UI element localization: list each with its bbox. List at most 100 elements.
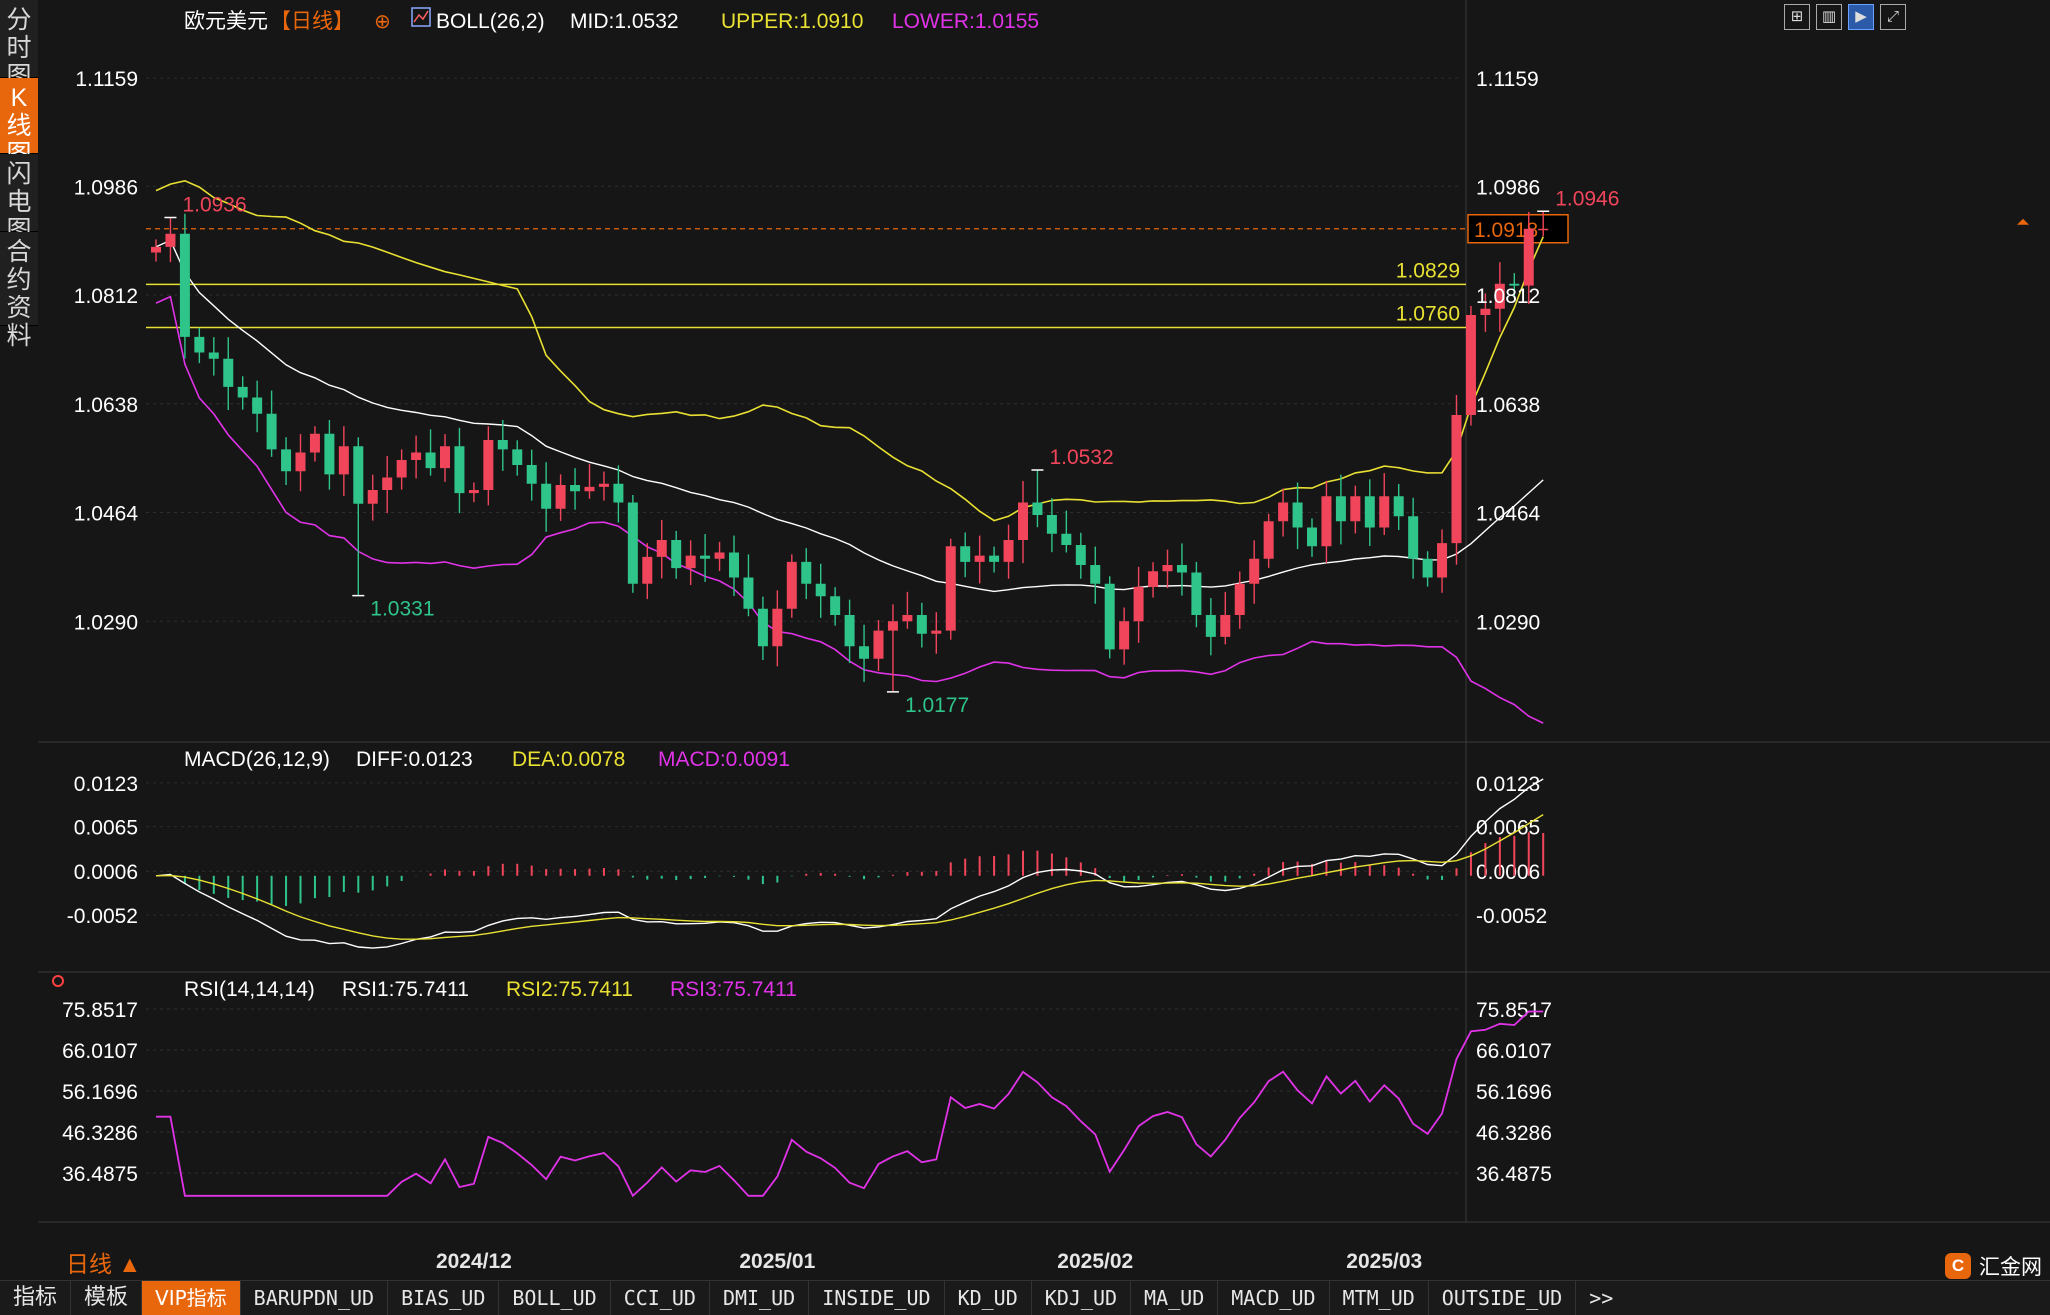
candle-body [295, 452, 306, 472]
price-ytick-right: 1.0986 [1476, 176, 1540, 199]
rsi-settings-icon[interactable] [52, 975, 64, 987]
bottom-tab-kd-ud[interactable]: KD_UD [945, 1281, 1032, 1315]
candle-body [324, 433, 335, 475]
side-tab-char: 时 [6, 34, 32, 62]
candle-body [729, 552, 739, 578]
macd-ytick-left: 0.0065 [74, 817, 138, 840]
side-tab-char: 约 [6, 266, 32, 294]
bottom-tab-boll-ud[interactable]: BOLL_UD [499, 1281, 611, 1315]
rsi-ytick-left: 66.0107 [62, 1040, 138, 1063]
candle-body [382, 477, 393, 490]
boll-upper-line [155, 179, 1544, 522]
candle-body [844, 615, 855, 647]
price-ytick-left: 1.0638 [74, 394, 138, 417]
period-label: 【日线】 [270, 10, 354, 33]
candle-body [1018, 502, 1028, 540]
rsi-ytick-left: 36.4875 [62, 1163, 138, 1186]
candle-body [902, 615, 913, 622]
bottom-tab-[interactable]: >> [1589, 1286, 1614, 1310]
candle-body [1451, 415, 1462, 544]
price-ytick-right: 1.0464 [1476, 503, 1541, 526]
candle-body [700, 555, 711, 559]
candle-body [685, 555, 696, 569]
candle-body [1437, 543, 1448, 578]
bars-icon[interactable]: ▥ [1816, 4, 1842, 30]
candle-body [598, 483, 609, 487]
bottom-tab-vip[interactable]: VIP指标 [142, 1281, 241, 1315]
expand-icon[interactable]: ⤢ [1880, 4, 1906, 30]
candle-body [887, 621, 898, 631]
rsi-line [156, 1010, 1544, 1198]
candle-body [526, 465, 537, 484]
bottom-tab-[interactable]: 模板 [71, 1281, 143, 1315]
macd-value: MACD:0.0091 [658, 748, 790, 771]
rsi3: RSI3:75.7411 [670, 978, 797, 1001]
candle-body [1061, 533, 1072, 545]
candle-body [859, 646, 870, 659]
period-selector[interactable]: 日线 ▲ [66, 1251, 141, 1277]
candle-body [1480, 308, 1491, 315]
candle-body [497, 440, 508, 450]
price-ytick-left: 1.1159 [75, 68, 138, 91]
candle-body [801, 561, 812, 584]
candle-body [411, 452, 422, 460]
chart-tool-icons: ⊞ ▥ ▶ ⤢ [1784, 4, 1906, 30]
active-chart-icon[interactable]: ▶ [1848, 4, 1874, 30]
bottom-tab-macd-ud[interactable]: MACD_UD [1218, 1281, 1330, 1315]
candle-body [1538, 228, 1549, 231]
side-tab-1[interactable]: K线图 [0, 78, 38, 168]
candle-body [743, 577, 754, 609]
symbol-name: 欧元美元 [184, 10, 268, 33]
candle-body [786, 561, 797, 609]
bottom-tab-inside-ud[interactable]: INSIDE_UD [809, 1281, 945, 1315]
high-label: 1.0946 [1555, 187, 1619, 210]
candle-body [1393, 496, 1404, 517]
rsi2: RSI2:75.7411 [506, 978, 633, 1001]
bottom-tab-barupdn-ud[interactable]: BARUPDN_UD [241, 1281, 389, 1315]
bottom-tab-bias-ud[interactable]: BIAS_UD [388, 1281, 500, 1315]
add-indicator-icon[interactable]: ⊕ [374, 11, 391, 33]
x-date-tick: 2025/02 [1057, 1250, 1133, 1273]
candle-body [1465, 315, 1476, 415]
boll-mid-line [155, 239, 1544, 593]
bottom-tab-[interactable]: 指标 [0, 1281, 72, 1315]
rsi1: RSI1:75.7411 [342, 978, 469, 1001]
bottom-tab-mtm-ud[interactable]: MTM_UD [1330, 1281, 1429, 1315]
candle-body [1278, 502, 1289, 522]
macd-diff-line [155, 778, 1544, 949]
macd-ytick-right: 0.0065 [1476, 817, 1540, 840]
side-tab-char: K [10, 84, 28, 112]
candle-body [309, 433, 320, 453]
candle-body [815, 583, 826, 597]
indicator-settings-icon[interactable] [411, 7, 431, 27]
price-ytick-right: 1.1159 [1476, 68, 1539, 91]
candle-body [1220, 615, 1231, 637]
candle-body [1162, 565, 1173, 572]
side-tab-2[interactable]: 闪电图 [0, 154, 38, 244]
macd-ytick-right: -0.0052 [1476, 905, 1547, 928]
candle-body [1364, 496, 1375, 528]
brand: C 汇金网 [1945, 1252, 2050, 1280]
low-label: 1.0331 [370, 598, 434, 621]
bottom-tab-ma-ud[interactable]: MA_UD [1131, 1281, 1219, 1315]
candle-body [1509, 283, 1520, 286]
side-tab-0[interactable]: 分时图 [0, 0, 38, 90]
grid-icon[interactable]: ⊞ [1784, 4, 1810, 30]
candle-body [396, 460, 407, 478]
candle-body [945, 546, 956, 631]
bottom-tab-cci-ud[interactable]: CCI_UD [611, 1281, 710, 1315]
candle-body [194, 336, 205, 353]
candle-body [208, 352, 219, 359]
candle-body [1350, 496, 1361, 522]
candle-body [1032, 502, 1043, 515]
price-ytick-left: 1.0986 [74, 176, 138, 199]
candle-body [873, 630, 884, 659]
candle-body [1523, 228, 1534, 286]
boll-label: BOLL(26,2) [436, 10, 545, 33]
side-tab-3[interactable]: 合约资料 [0, 232, 38, 350]
bottom-tab-kdj-ud[interactable]: KDJ_UD [1032, 1281, 1132, 1315]
candle-body [1133, 586, 1144, 622]
bottom-tab-outside-ud[interactable]: OUTSIDE_UD [1429, 1281, 1577, 1315]
bottom-tab-dmi-ud[interactable]: DMI_UD [710, 1281, 810, 1315]
